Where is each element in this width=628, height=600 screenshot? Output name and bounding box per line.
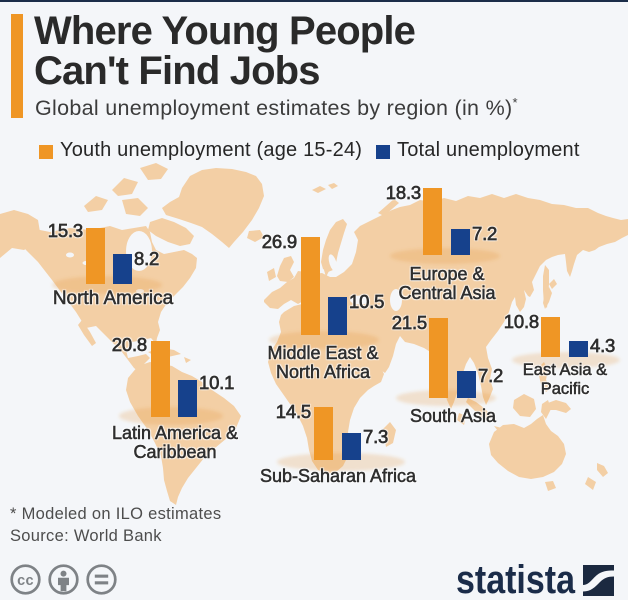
svg-text:statista: statista	[456, 558, 576, 600]
svg-text:cc: cc	[17, 573, 34, 589]
